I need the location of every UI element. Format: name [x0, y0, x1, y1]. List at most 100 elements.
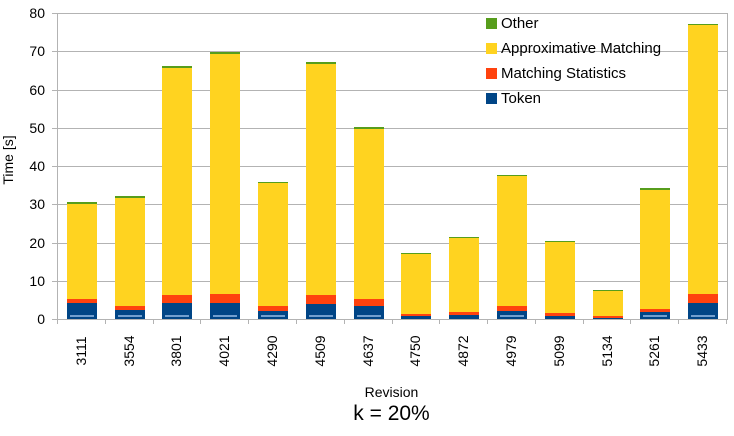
gridline-y-40 — [58, 166, 727, 167]
y-tick-label-50: 50 — [29, 119, 45, 136]
x-tick-label-4750: 4750 — [400, 325, 430, 377]
y-tick-mark-20 — [52, 242, 57, 244]
x-tick-label-3801: 3801 — [161, 325, 191, 377]
x-tick-mark-2 — [153, 320, 154, 324]
bar-4750 — [401, 13, 432, 319]
bar-4979 — [496, 13, 527, 319]
x-tick-mark-4 — [248, 320, 249, 324]
bar-segment-4637-matching-statistics — [353, 299, 384, 306]
legend-label: Matching Statistics — [501, 65, 627, 82]
y-tick-mark-30 — [52, 204, 57, 206]
plot-area — [57, 13, 728, 320]
bar-4872 — [449, 13, 480, 319]
bar-segment-5099-approximative-matching — [544, 241, 575, 313]
x-tick-mark-3 — [200, 320, 201, 324]
x-tick-label-5099: 5099 — [544, 325, 574, 377]
x-tick-mark-10 — [535, 320, 536, 324]
x-tick-mark-5 — [296, 320, 297, 324]
bar-segment-4637-approximative-matching — [353, 128, 384, 300]
x-tick-label-3554: 3554 — [114, 325, 144, 377]
x-tick-mark-11 — [583, 320, 584, 324]
y-tick-label-60: 60 — [29, 81, 45, 98]
legend-color-swatch — [486, 18, 497, 29]
bar-segment-3801-matching-statistics — [162, 294, 193, 304]
bar-segment-4750-matching-statistics — [401, 313, 432, 316]
x-tick-mark-9 — [487, 320, 488, 324]
gridline-y-30 — [58, 204, 727, 206]
x-tick-label-text: 3111 — [72, 336, 89, 366]
x-tick-label-text: 4290 — [264, 335, 281, 367]
bar-segment-4509-approximative-matching — [305, 63, 336, 296]
y-tick-mark-80 — [52, 13, 57, 14]
y-tick-label-40: 40 — [29, 158, 45, 174]
x-tick-label-4872: 4872 — [448, 325, 478, 377]
x-tick-label-text: 4872 — [455, 335, 472, 367]
x-tick-label-text: 4021 — [216, 335, 233, 367]
legend-label: Token — [501, 90, 542, 107]
bar-5099 — [544, 13, 575, 319]
bar-segment-3554-approximative-matching — [114, 197, 145, 307]
bar-segment-3111-token — [66, 302, 97, 319]
gridline-y-20 — [58, 242, 727, 244]
legend-color-swatch — [486, 93, 497, 104]
bar-5261 — [640, 13, 671, 319]
bar-segment-4979-token — [496, 310, 527, 319]
x-tick-label-3111: 3111 — [66, 325, 96, 377]
bar-base-highlight — [69, 315, 94, 317]
bar-segment-4509-other — [305, 62, 336, 64]
bar-base-highlight — [213, 315, 238, 317]
bar-segment-4021-approximative-matching — [210, 53, 241, 294]
bar-segment-4637-other — [353, 127, 384, 129]
x-tick-label-text: 4979 — [502, 335, 519, 367]
gridline-y-50 — [58, 127, 727, 129]
bar-segment-4872-approximative-matching — [449, 238, 480, 312]
bar-segment-4509-matching-statistics — [305, 295, 336, 305]
bar-base-highlight — [117, 315, 142, 317]
bar-segment-4979-approximative-matching — [496, 176, 527, 306]
bar-3554 — [114, 13, 145, 319]
x-tick-mark-0 — [57, 320, 58, 324]
x-tick-mark-14 — [726, 320, 727, 324]
x-tick-label-text: 5433 — [694, 335, 711, 367]
y-tick-label-80: 80 — [29, 5, 45, 21]
bar-base-highlight — [691, 315, 716, 317]
x-tick-label-text: 5099 — [550, 335, 567, 367]
gridline-y-70 — [58, 51, 727, 53]
bar-segment-3111-other — [66, 202, 97, 204]
y-tick-mark-40 — [52, 166, 57, 167]
y-tick-label-30: 30 — [29, 196, 45, 213]
bar-segment-4979-matching-statistics — [496, 306, 527, 311]
y-tick-mark-0 — [52, 319, 57, 320]
bar-segment-5433-other — [688, 23, 719, 26]
y-tick-mark-60 — [52, 89, 57, 91]
y-tick-label-0: 0 — [37, 311, 45, 327]
bar-segment-5433-approximative-matching — [688, 25, 719, 294]
x-tick-label-text: 5134 — [598, 335, 615, 367]
bar-segment-4021-other — [210, 52, 241, 54]
bar-segment-4750-token — [401, 315, 432, 319]
y-tick-mark-70 — [52, 51, 57, 53]
x-tick-label-4509: 4509 — [305, 325, 335, 377]
bar-segment-5134-approximative-matching — [592, 291, 623, 316]
bar-segment-4750-approximative-matching — [401, 254, 432, 314]
bar-base-highlight — [308, 315, 333, 317]
bar-segment-4290-approximative-matching — [258, 183, 289, 307]
x-tick-mark-12 — [630, 320, 631, 324]
bar-segment-3111-approximative-matching — [66, 203, 97, 300]
bar-segment-5261-approximative-matching — [640, 189, 671, 309]
x-tick-mark-13 — [678, 320, 679, 324]
bar-base-highlight — [261, 315, 286, 317]
bar-segment-5134-other — [592, 289, 623, 292]
bar-base-highlight — [499, 315, 524, 317]
chart-title: k = 20% — [353, 402, 430, 425]
bar-segment-3554-other — [114, 196, 145, 198]
bar-base-highlight — [165, 315, 190, 317]
bar-segment-5099-token — [544, 315, 575, 319]
y-tick-mark-10 — [52, 280, 57, 282]
bar-segment-3554-token — [114, 309, 145, 319]
bar-segment-3801-other — [162, 66, 193, 69]
y-tick-label-10: 10 — [29, 272, 45, 289]
legend-color-swatch — [486, 43, 497, 54]
legend-item-other: Other — [486, 11, 661, 36]
bar-segment-3554-matching-statistics — [114, 306, 145, 310]
